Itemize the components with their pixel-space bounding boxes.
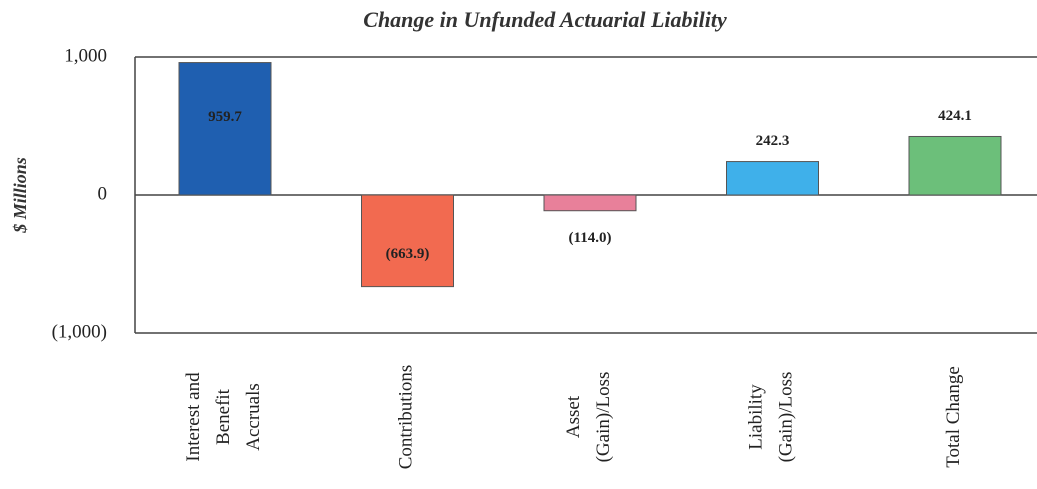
- bar: [726, 161, 819, 196]
- value-label: (663.9): [386, 246, 430, 262]
- x-tick-label: Contributions: [396, 365, 417, 470]
- y-tick-label: 1,000: [64, 45, 107, 66]
- bar: [178, 62, 272, 196]
- y-tick-label: (1,000): [52, 321, 107, 342]
- bar: [908, 135, 1002, 196]
- value-label: 959.7: [208, 109, 242, 125]
- x-tick-label: Total Change: [943, 366, 964, 468]
- value-label: 242.3: [756, 133, 790, 149]
- x-tick-label: Asset (Gain)/Loss: [563, 372, 614, 463]
- y-tick-label: 0: [98, 183, 108, 204]
- value-label: 424.1: [938, 108, 972, 124]
- x-tick-label: Interest and Benefit Accruals: [183, 372, 264, 462]
- bar: [361, 194, 454, 288]
- chart-title: Change in Unfunded Actuarial Liability: [363, 7, 727, 32]
- value-label: (114.0): [569, 230, 612, 246]
- y-axis-label: $ Millions: [10, 157, 30, 234]
- x-tick-label: Liability (Gain)/Loss: [746, 372, 797, 463]
- bar: [543, 194, 637, 212]
